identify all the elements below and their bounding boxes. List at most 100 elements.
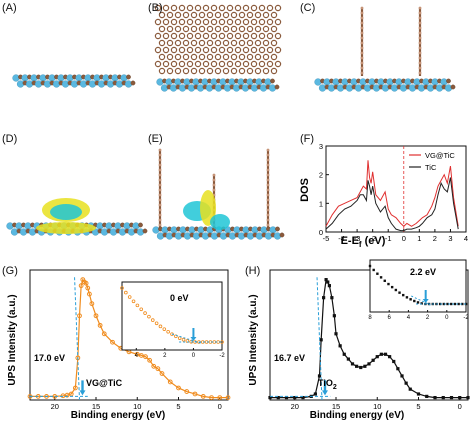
inset-arrowhead <box>422 299 429 303</box>
graphene-ring <box>250 4 258 12</box>
inset-data-point <box>383 279 386 282</box>
c-atom <box>266 178 270 182</box>
c-atom <box>360 26 364 30</box>
graphene-ring <box>230 53 238 61</box>
graphene-ring <box>258 4 266 12</box>
y-tick-label: 2 <box>319 171 323 180</box>
graphene-ring <box>182 67 190 75</box>
panel-f-xlabel: E-Ef (eV) <box>341 235 386 249</box>
graphene-ring <box>270 25 278 33</box>
graphene-ring <box>242 46 250 54</box>
graphene-ring <box>254 53 262 61</box>
graphene-ring <box>170 46 178 54</box>
graphene-ring <box>166 53 174 61</box>
data-line <box>270 278 468 399</box>
graphene-ring <box>258 60 266 68</box>
graphene-ring <box>170 18 178 26</box>
c-atom <box>158 173 162 177</box>
c-atom <box>360 51 364 55</box>
plot-frame <box>269 269 469 401</box>
data-point <box>93 313 99 319</box>
panel-label-c: (C) <box>300 2 316 14</box>
c-atom <box>418 61 422 65</box>
graphene-ring <box>186 18 194 26</box>
graphene-ring <box>162 60 170 68</box>
c-atom <box>266 163 270 167</box>
graphene-ring <box>274 18 282 26</box>
graphene-ring <box>234 18 242 26</box>
c-atom <box>158 218 162 222</box>
graphene-ring <box>266 60 274 68</box>
graphene-ring <box>186 46 194 54</box>
inset-data-point <box>139 307 144 312</box>
graphene-ring <box>166 11 174 19</box>
data-line <box>30 278 228 399</box>
panel-label-a: (A) <box>2 2 17 14</box>
c-atom <box>142 228 148 234</box>
graphene-ring <box>234 60 242 68</box>
graphene-ring <box>262 67 270 75</box>
graphene-ring <box>194 32 202 40</box>
legend-tic-label: TiC <box>425 163 437 172</box>
panel-f-ylabel: DOS <box>299 178 311 202</box>
graphene-ring <box>170 32 178 40</box>
data-point <box>176 385 181 391</box>
graphene-ring <box>218 46 226 54</box>
x-tick-label: 2 <box>433 234 437 243</box>
x-tick-label: 0 <box>218 402 222 411</box>
graphene-ring <box>190 53 198 61</box>
inset-data-point <box>162 327 167 331</box>
graphene-ring <box>226 18 234 26</box>
graphene-ring <box>266 32 274 40</box>
graphene-ring <box>174 53 182 61</box>
data-point <box>159 371 165 376</box>
graphene-ring <box>218 60 226 68</box>
graphene-ring <box>262 25 270 33</box>
graphene-ring <box>258 32 266 40</box>
c-atom <box>158 183 162 187</box>
graphene-ring <box>182 11 190 19</box>
graphene-ring <box>190 25 198 33</box>
graphene-ring <box>218 32 226 40</box>
graphene-ring <box>178 18 186 26</box>
graphene-ring <box>222 25 230 33</box>
inset-data-point <box>120 286 124 290</box>
x-tick-label: 1 <box>417 234 421 243</box>
inset-data-point <box>154 321 159 326</box>
charge-density-lobe <box>36 222 96 234</box>
charge-density-lobe <box>200 190 216 226</box>
c-atom <box>130 80 136 86</box>
inset-data-point <box>402 293 405 297</box>
inset-data-point <box>379 276 383 279</box>
c-atom <box>360 36 364 40</box>
graphene-ring <box>262 39 270 47</box>
graphene-ring <box>250 46 258 54</box>
series-line-vgtic <box>325 160 459 227</box>
graphene-ring <box>174 39 182 47</box>
c-atom <box>274 84 280 90</box>
panel-label-d: (D) <box>2 133 18 145</box>
cutoff-fit-line <box>74 277 80 401</box>
panel-g-annotation: 17.0 eV <box>34 353 65 363</box>
inset-data-point <box>394 288 398 292</box>
graphene-ring <box>222 53 230 61</box>
graphene-ring <box>274 4 282 12</box>
c-atom <box>450 84 456 90</box>
c-atom <box>266 168 270 172</box>
graphene-ring <box>214 39 222 47</box>
c-atom <box>266 218 270 222</box>
c-atom <box>158 198 162 202</box>
graphene-ring <box>166 39 174 47</box>
inset-data-point <box>387 282 390 286</box>
graphene-ring <box>210 46 218 54</box>
inset-data-point <box>409 298 412 301</box>
graphene-ring <box>206 39 214 47</box>
c-atom <box>212 178 216 182</box>
x-tick-label: 5 <box>416 402 420 411</box>
c-atom <box>418 51 422 55</box>
panel-c-structure <box>314 6 456 92</box>
c-atom <box>266 223 270 227</box>
c-atom <box>266 153 270 157</box>
graphene-ring <box>186 32 194 40</box>
c-atom <box>266 158 270 162</box>
